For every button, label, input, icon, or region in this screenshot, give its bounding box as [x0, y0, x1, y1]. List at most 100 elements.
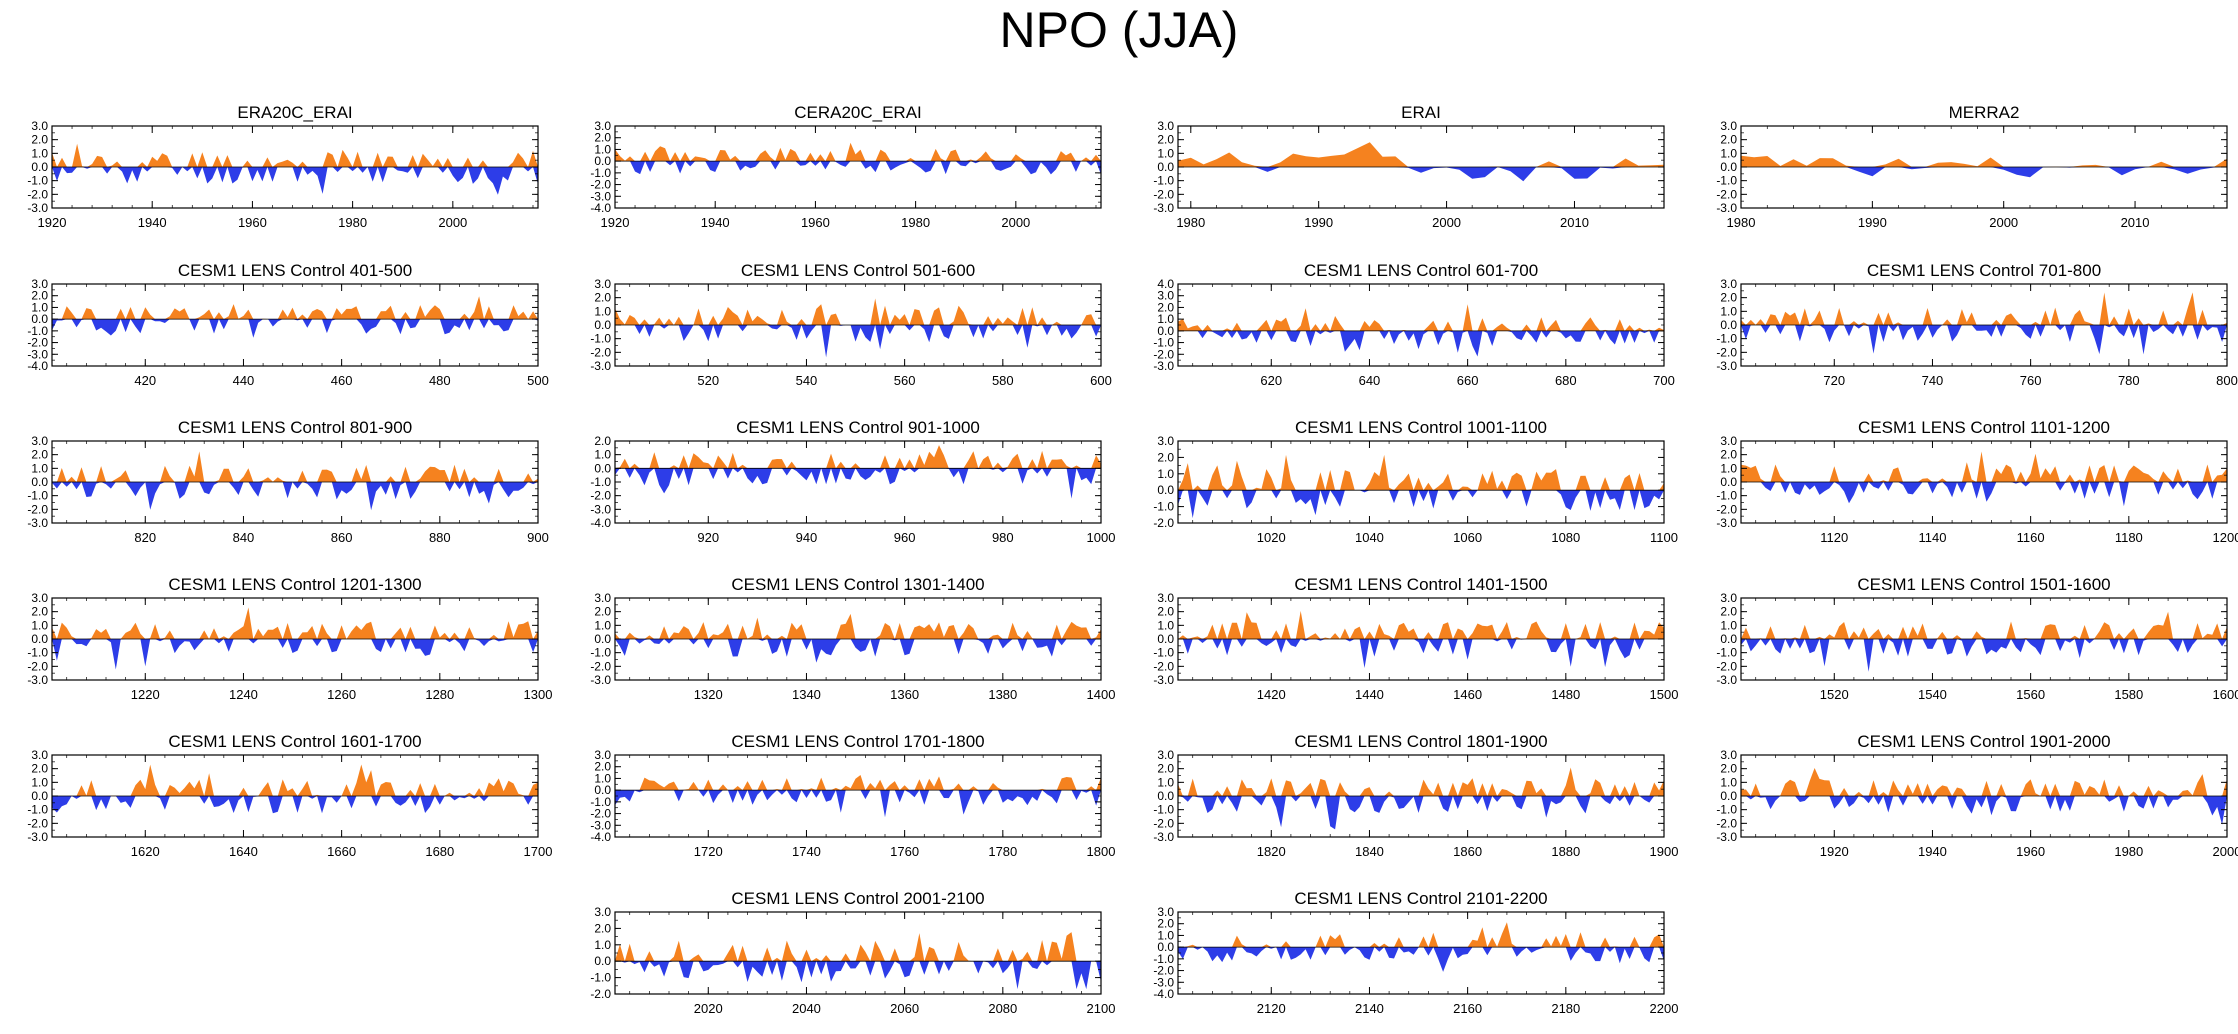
y-tick-label: 3.0 [31, 119, 48, 133]
x-tick-label: 700 [1653, 373, 1675, 388]
panel-title: CESM1 LENS Control 1701-1800 [731, 732, 984, 751]
positive-area [1178, 922, 1664, 948]
y-tick-label: 2.0 [31, 762, 48, 776]
y-tick-label: 1.0 [594, 618, 611, 632]
y-tick-label: 3.0 [1157, 434, 1174, 448]
x-tick-label: 1400 [1087, 687, 1116, 702]
y-tick-label: 0.0 [1720, 632, 1737, 646]
y-tick-label: -3.0 [27, 673, 48, 687]
panel-title: CESM1 LENS Control 701-800 [1867, 261, 2101, 280]
x-tick-label: 980 [992, 530, 1014, 545]
y-tick-label: 1.0 [594, 142, 611, 156]
x-tick-label: 1980 [1727, 215, 1756, 230]
y-tick-label: 4.0 [1157, 277, 1174, 291]
y-tick-label: -1.0 [1153, 336, 1174, 350]
x-tick-label: 820 [134, 530, 156, 545]
y-tick-label: 1.0 [1720, 775, 1737, 789]
x-tick-label: 1900 [1650, 844, 1679, 859]
negative-area [1178, 639, 1664, 668]
x-tick-label: 1840 [1355, 844, 1384, 859]
x-tick-label: 1960 [238, 215, 267, 230]
x-tick-label: 1460 [1453, 687, 1482, 702]
y-tick-label: 3.0 [594, 277, 611, 291]
negative-area [1741, 796, 2227, 825]
y-tick-label: -4.0 [1153, 987, 1174, 1001]
figure-title: NPO (JJA) [999, 2, 1239, 58]
y-tick-label: 3.0 [31, 591, 48, 605]
x-tick-label: 2100 [1087, 1001, 1116, 1016]
y-tick-label: -1.0 [1716, 803, 1737, 817]
y-tick-label: -3.0 [27, 830, 48, 844]
panel-title: CESM1 LENS Control 2101-2200 [1294, 889, 1547, 908]
x-tick-label: 1080 [1551, 530, 1580, 545]
x-tick-label: 780 [2118, 373, 2140, 388]
y-tick-label: -3.0 [1153, 975, 1174, 989]
x-tick-label: 1940 [1918, 844, 1947, 859]
x-tick-label: 760 [2020, 373, 2042, 388]
y-tick-label: 2.0 [1157, 450, 1174, 464]
panel-18: CESM1 LENS Control 1701-1800 3.02.01.00.0… [590, 732, 1115, 859]
x-tick-label: 900 [527, 530, 549, 545]
y-tick-label: 1.0 [31, 618, 48, 632]
y-tick-label: 1.0 [1157, 146, 1174, 160]
x-tick-label: 1800 [1087, 844, 1116, 859]
y-tick-label: 0.0 [31, 632, 48, 646]
x-tick-label: 1920 [1820, 844, 1849, 859]
negative-area [615, 639, 1101, 663]
y-tick-label: -1.0 [590, 795, 611, 809]
x-tick-label: 2010 [1560, 215, 1589, 230]
panel-19: CESM1 LENS Control 1801-1900 3.02.01.00.0… [1153, 732, 1678, 859]
x-tick-label: 2020 [694, 1001, 723, 1016]
x-tick-label: 560 [894, 373, 916, 388]
y-tick-label: 2.0 [594, 921, 611, 935]
x-tick-label: 1000 [1087, 530, 1116, 545]
y-tick-label: -2.0 [1153, 187, 1174, 201]
y-tick-label: 1.0 [31, 146, 48, 160]
y-tick-label: 1.0 [31, 461, 48, 475]
panel-title: CESM1 LENS Control 1801-1900 [1294, 732, 1547, 751]
y-tick-label: 1.0 [31, 775, 48, 789]
y-tick-label: 2.0 [31, 448, 48, 462]
panel-13: CESM1 LENS Control 1201-1300 3.02.01.00.0… [27, 575, 552, 702]
y-tick-label: 3.0 [1157, 289, 1174, 303]
y-tick-label: -3.0 [590, 502, 611, 516]
y-tick-label: 3.0 [1157, 748, 1174, 762]
y-tick-label: -2.0 [1716, 816, 1737, 830]
x-tick-label: 720 [1823, 373, 1845, 388]
positive-area [52, 451, 538, 482]
positive-area [52, 296, 538, 320]
x-tick-label: 1300 [524, 687, 553, 702]
y-tick-label: -2.0 [1153, 516, 1174, 530]
panel-title: CESM1 LENS Control 801-900 [178, 418, 412, 437]
y-tick-label: 2.0 [594, 131, 611, 145]
x-tick-label: 2200 [1650, 1001, 1679, 1016]
y-tick-label: 0.0 [594, 461, 611, 475]
y-tick-label: -1.0 [27, 324, 48, 338]
y-tick-label: 1.0 [1157, 618, 1174, 632]
panel-6: CESM1 LENS Control 501-600 3.02.01.00.0-1… [590, 261, 1112, 388]
x-tick-label: 1140 [1918, 530, 1946, 545]
y-tick-label: 0.0 [31, 475, 48, 489]
y-tick-label: -2.0 [1716, 659, 1737, 673]
x-tick-label: 1180 [2115, 530, 2143, 545]
y-tick-label: -2.0 [590, 807, 611, 821]
x-tick-label: 1060 [1453, 530, 1482, 545]
y-tick-label: -2.0 [590, 178, 611, 192]
x-tick-label: 1480 [1551, 687, 1580, 702]
negative-area [615, 325, 1101, 358]
x-tick-label: 1980 [1176, 215, 1205, 230]
x-tick-label: 1860 [1453, 844, 1482, 859]
negative-area [615, 468, 1101, 499]
y-tick-label: 0.0 [31, 160, 48, 174]
y-tick-label: -2.0 [590, 659, 611, 673]
positive-area [615, 142, 1101, 162]
x-tick-label: 840 [233, 530, 255, 545]
x-tick-label: 600 [1090, 373, 1112, 388]
y-tick-label: 0.0 [1157, 324, 1174, 338]
x-tick-label: 520 [697, 373, 719, 388]
negative-area [52, 167, 538, 195]
panel-title: CESM1 LENS Control 901-1000 [736, 418, 980, 437]
